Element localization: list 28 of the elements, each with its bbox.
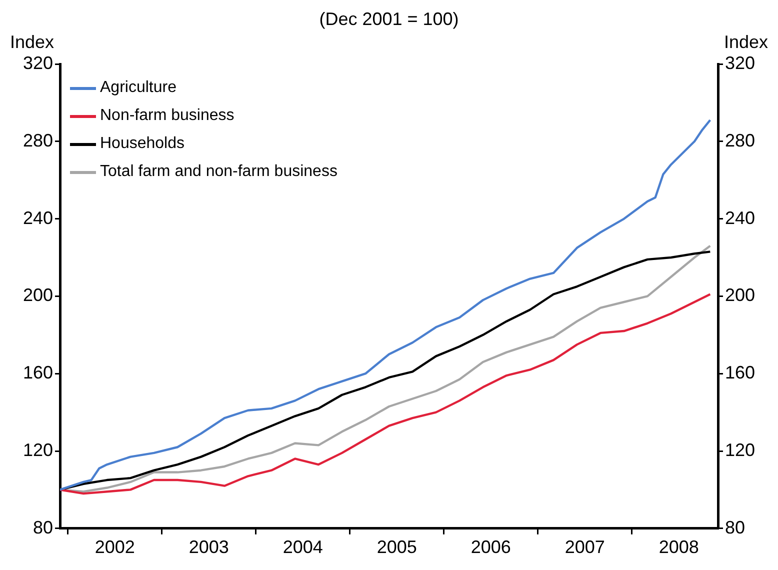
- y-tick-label: 320: [22, 52, 53, 73]
- y-tick-label: 80: [32, 517, 53, 538]
- x-tick-label: 2005: [376, 537, 417, 558]
- x-tick-label: 2007: [564, 537, 605, 558]
- x-tick-label: 2003: [188, 537, 229, 558]
- x-tick-label: 2008: [658, 537, 699, 558]
- x-tick-label: 2004: [282, 537, 323, 558]
- y2-tick-label: 80: [725, 517, 746, 538]
- legend-label: Non-farm business: [100, 106, 234, 126]
- y-tick-label: 200: [22, 285, 53, 306]
- y2-tick-label: 160: [725, 362, 756, 383]
- y2-tick-label: 120: [725, 440, 756, 460]
- legend-label: Total farm and non-farm business: [100, 162, 338, 182]
- legend-label: Households: [100, 134, 184, 154]
- x-tick-label: 2002: [94, 537, 135, 558]
- y2-tick-label: 280: [725, 130, 756, 150]
- y2-tick-label: 320: [725, 52, 756, 73]
- y2-axis-title: Index: [724, 32, 768, 52]
- chart-title: (Dec 2001 = 100): [318, 8, 460, 30]
- y-tick-label: 280: [22, 130, 53, 150]
- y2-tick-label: 200: [725, 285, 756, 306]
- y-tick-label: 240: [22, 208, 53, 228]
- y2-tick-label: 240: [725, 208, 756, 228]
- legend-label: Agriculture: [100, 78, 176, 98]
- y-axis-title: Index: [10, 32, 54, 52]
- x-tick-label: 2006: [470, 537, 511, 558]
- y-tick-label: 120: [22, 440, 53, 460]
- y-tick-label: 160: [22, 362, 53, 383]
